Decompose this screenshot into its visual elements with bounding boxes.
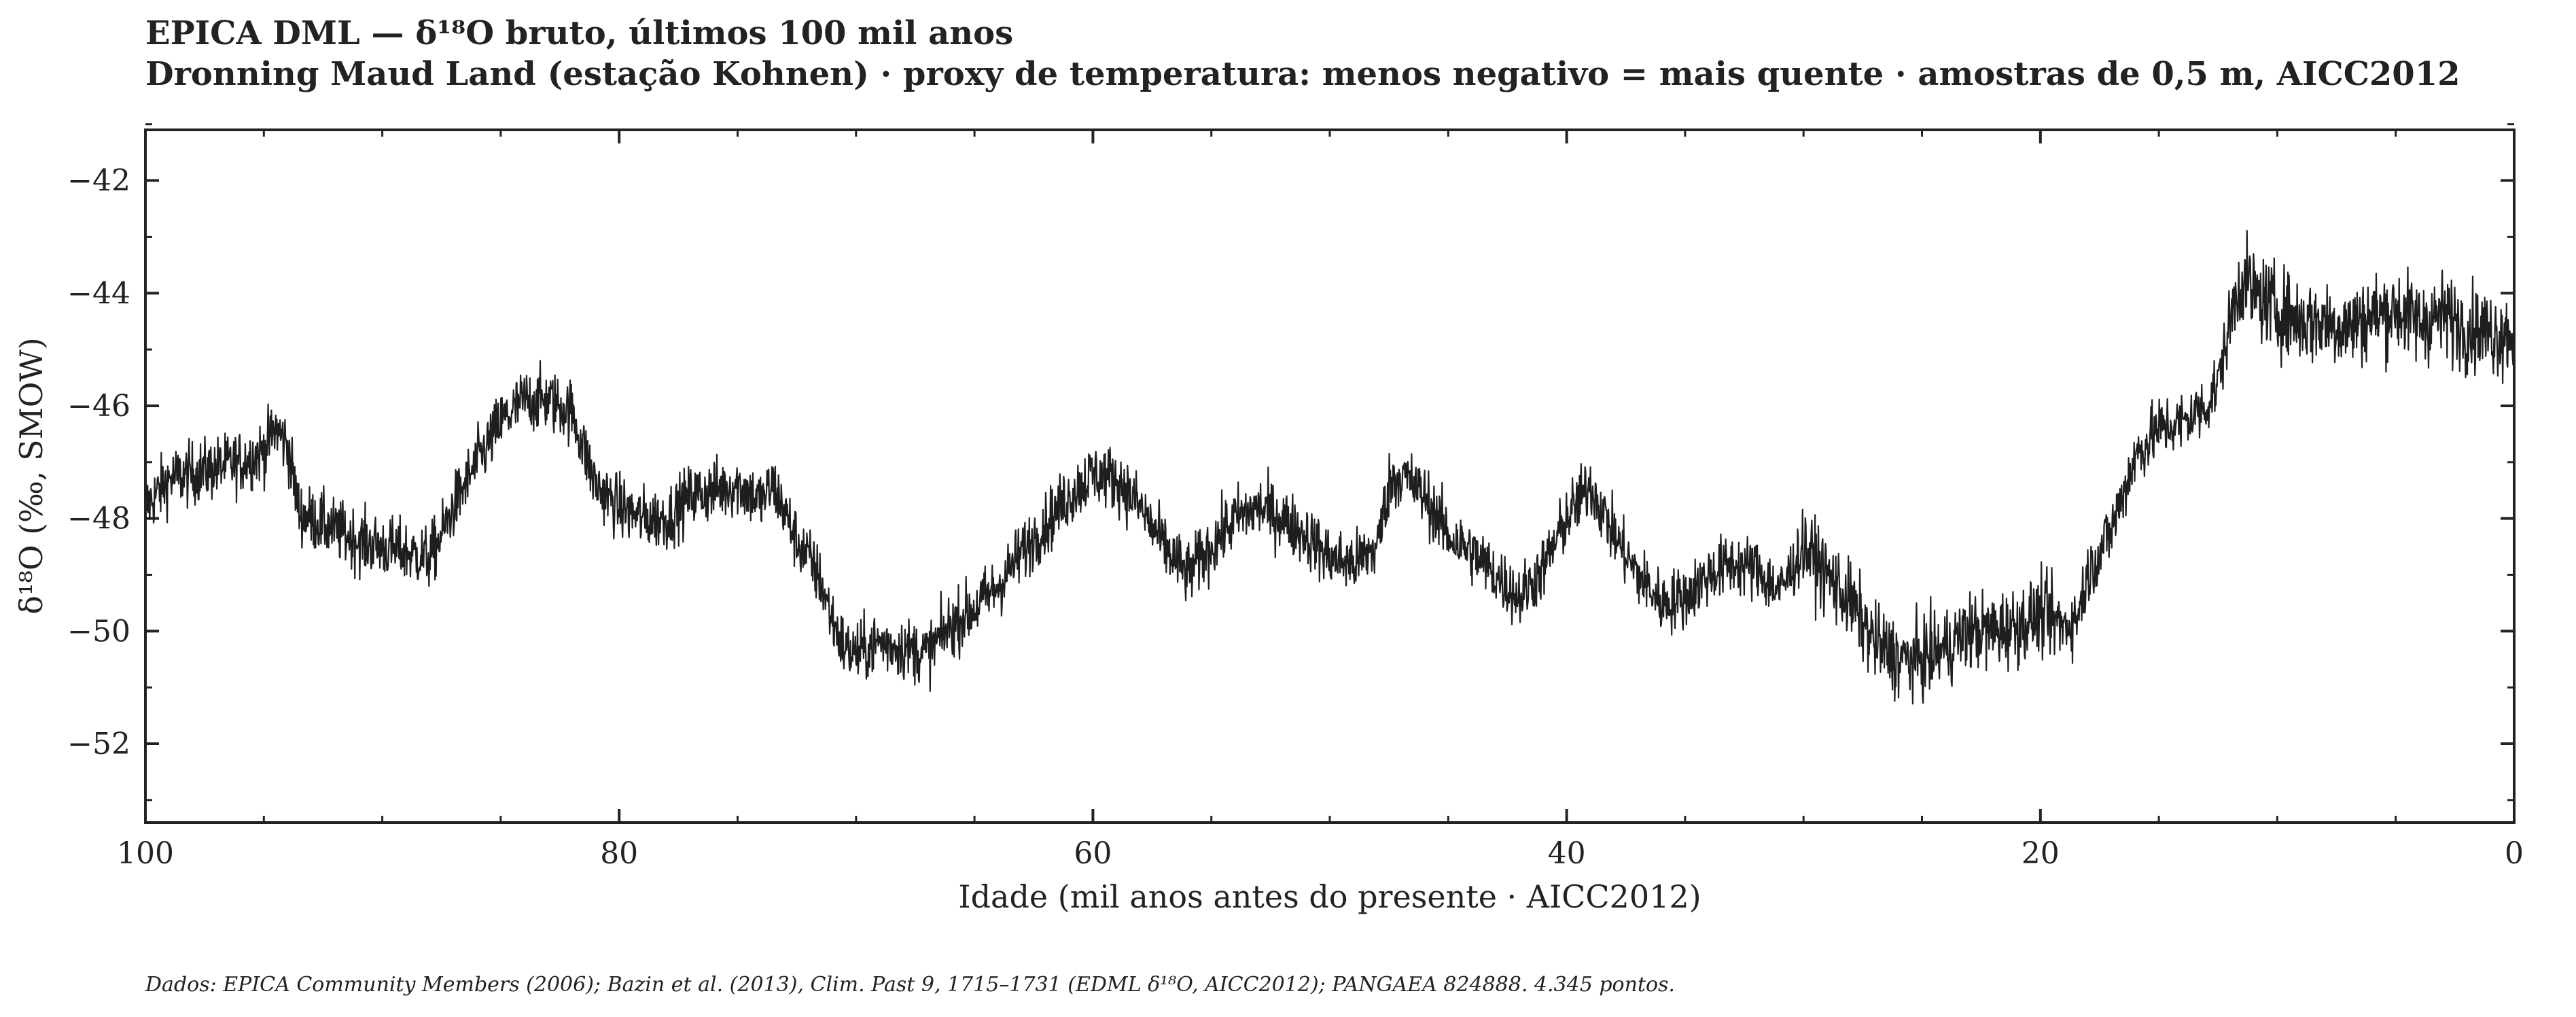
- x-axis-label: Idade (mil anos antes do presente · AICC…: [958, 878, 1701, 915]
- x-tick-label: 80: [600, 836, 638, 871]
- y-tick-label: −50: [67, 614, 130, 649]
- y-axis-label: δ¹⁸O (‰, SMOW): [13, 337, 50, 614]
- plot-area: 100 80 60 40 20 0 −42 −44 −46 −48 −50 −52: [67, 123, 2524, 871]
- source-note: Dados: EPICA Community Members (2006); B…: [145, 973, 1675, 997]
- x-tick-label: 60: [1074, 836, 1112, 871]
- minor-ticks: [145, 123, 2514, 823]
- x-axis-ticks: 100 80 60 40 20 0: [117, 130, 2524, 871]
- y-tick-label: −44: [67, 276, 130, 311]
- x-tick-label: 100: [117, 836, 174, 871]
- series-line-d18o: [144, 230, 2516, 705]
- y-tick-label: −52: [67, 727, 130, 761]
- y-tick-label: −42: [67, 164, 130, 199]
- chart-title: EPICA DML — δ¹⁸O bruto, últimos 100 mil …: [145, 14, 1013, 52]
- x-tick-label: 20: [2022, 836, 2060, 871]
- y-axis-ticks: −42 −44 −46 −48 −50 −52: [67, 164, 2514, 761]
- y-tick-label: −48: [67, 502, 130, 536]
- x-tick-label: 40: [1548, 836, 1586, 871]
- y-tick-label: −46: [67, 389, 130, 424]
- x-tick-label: 0: [2505, 836, 2524, 871]
- chart-subtitle: Dronning Maud Land (estação Kohnen) · pr…: [145, 55, 2460, 93]
